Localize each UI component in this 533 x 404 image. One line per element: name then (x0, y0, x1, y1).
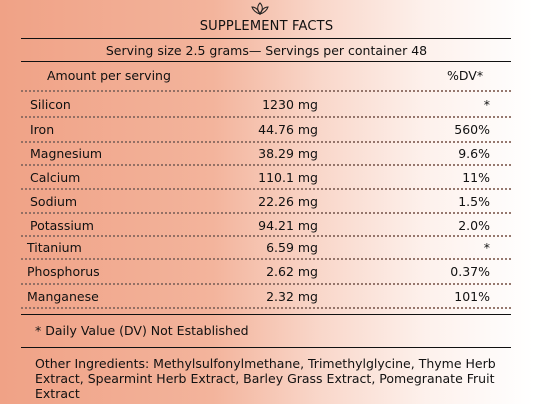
nutrient-name: Silicon (30, 97, 71, 112)
table-divider (21, 314, 511, 315)
nutrient-daily-value: 560% (454, 122, 490, 137)
title-divider (21, 38, 511, 39)
dotted-separator (21, 90, 511, 92)
nutrient-amount: 94.21 mg (258, 218, 318, 233)
dotted-separator (21, 235, 511, 237)
dv-header: %DV* (447, 68, 484, 83)
dotted-separator (21, 188, 511, 190)
nutrient-amount: 2.62 mg (266, 264, 318, 279)
nutrient-name: Titanium (27, 240, 82, 255)
nutrient-daily-value: 9.6% (458, 146, 490, 161)
nutrient-name: Iron (30, 122, 55, 137)
nutrient-name: Manganese (27, 289, 99, 304)
lotus-icon (251, 2, 269, 15)
nutrient-daily-value: 101% (454, 289, 490, 304)
nutrient-amount: 110.1 mg (258, 170, 318, 185)
nutrient-daily-value: * (483, 240, 490, 255)
nutrient-daily-value: * (483, 97, 490, 112)
other-ingredients: Other Ingredients: Methylsulfonylmethane… (35, 356, 496, 401)
nutrient-amount: 6.59 mg (266, 240, 318, 255)
dotted-separator (21, 258, 511, 260)
nutrient-name: Phosphorus (27, 264, 100, 279)
nutrient-amount: 38.29 mg (258, 146, 318, 161)
dotted-separator (21, 164, 511, 166)
nutrient-daily-value: 1.5% (458, 194, 490, 209)
nutrient-amount: 1230 mg (262, 97, 318, 112)
dotted-separator (21, 212, 511, 214)
daily-value-note: * Daily Value (DV) Not Established (35, 323, 249, 338)
nutrient-amount: 44.76 mg (258, 122, 318, 137)
dotted-separator (21, 283, 511, 285)
supplement-facts-title: SUPPLEMENT FACTS (199, 19, 334, 34)
nutrient-daily-value: 2.0% (458, 218, 490, 233)
nutrient-name: Magnesium (30, 146, 103, 161)
nutrient-amount: 22.26 mg (258, 194, 318, 209)
nutrient-daily-value: 0.37% (450, 264, 490, 279)
nutrient-name: Calcium (30, 170, 81, 185)
amount-per-serving-header: Amount per serving (47, 68, 171, 83)
dotted-separator (21, 307, 511, 309)
serving-info: Serving size 2.5 grams— Servings per con… (105, 43, 428, 58)
nutrient-daily-value: 11% (462, 170, 490, 185)
serving-divider (21, 61, 511, 62)
nutrient-name: Sodium (30, 194, 78, 209)
nutrient-amount: 2.32 mg (266, 289, 318, 304)
dotted-separator (21, 141, 511, 143)
dotted-separator (21, 116, 511, 118)
note-divider (21, 347, 511, 348)
nutrient-name: Potassium (30, 218, 94, 233)
